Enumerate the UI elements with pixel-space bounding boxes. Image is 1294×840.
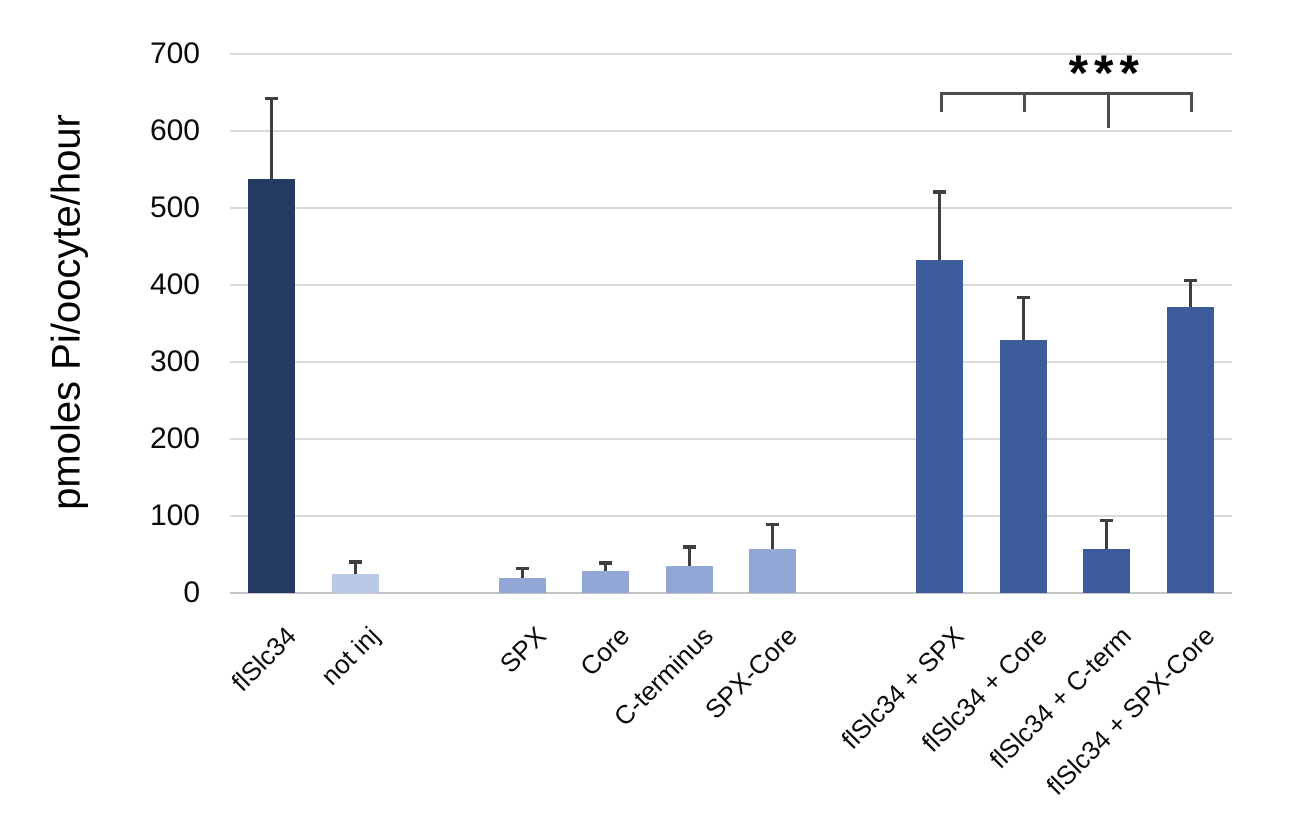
bar-flslc34-spx xyxy=(916,260,964,593)
gridline xyxy=(230,130,1232,132)
significance-stars: *** xyxy=(1068,45,1145,101)
error-bar xyxy=(687,546,691,567)
gridline xyxy=(230,53,1232,55)
significance-bracket xyxy=(939,92,1194,95)
bar-c-terminus xyxy=(665,566,713,593)
error-bar-cap xyxy=(1183,278,1197,283)
significance-bracket-tick xyxy=(939,92,943,112)
bar-core xyxy=(582,571,630,593)
x-tick-label: flSlc34 xyxy=(225,620,302,697)
error-bar xyxy=(1021,297,1025,341)
x-axis-line xyxy=(230,592,1232,594)
y-tick-label: 700 xyxy=(149,37,200,70)
error-bar-cap xyxy=(1100,518,1114,523)
bar-flslc34-spx-core xyxy=(1166,307,1214,593)
gridline xyxy=(230,207,1232,209)
error-bar xyxy=(520,568,524,578)
gridline xyxy=(230,284,1232,286)
error-bar xyxy=(771,524,775,550)
error-bar-cap xyxy=(265,96,279,101)
y-tick-label: 500 xyxy=(149,191,200,224)
error-bar xyxy=(938,191,942,261)
error-bar xyxy=(604,562,608,572)
error-bar xyxy=(1188,280,1192,308)
x-tick-label: SPX xyxy=(494,620,553,679)
bar-flslc34 xyxy=(248,178,296,593)
x-tick-label: Core xyxy=(574,620,636,682)
error-bar-cap xyxy=(766,522,780,527)
significance-bracket-tick xyxy=(1190,92,1194,112)
error-bar xyxy=(270,98,274,179)
bar-flslc34-core xyxy=(999,340,1047,593)
error-bar-cap xyxy=(1016,295,1030,300)
x-tick-label: not inj xyxy=(314,620,386,691)
y-tick-label: 100 xyxy=(149,499,200,532)
error-bar-cap xyxy=(348,560,362,564)
gridline xyxy=(230,515,1232,517)
y-tick-label: 400 xyxy=(149,268,200,301)
error-bar-cap xyxy=(599,561,613,565)
y-tick-label: 200 xyxy=(149,422,200,455)
bar-flslc34-c-term xyxy=(1083,549,1131,593)
y-tick-label: 600 xyxy=(149,114,200,147)
y-tick-label: 300 xyxy=(149,345,200,378)
bar-spx-core xyxy=(749,549,797,593)
error-bar-cap xyxy=(682,545,696,549)
y-tick-label: 0 xyxy=(183,576,200,609)
error-bar-cap xyxy=(933,190,947,194)
gridline xyxy=(230,438,1232,440)
error-bar xyxy=(1105,520,1109,550)
bar-spx xyxy=(498,577,546,593)
gridline xyxy=(230,361,1232,363)
significance-bracket-tick xyxy=(1106,92,1110,128)
error-bar xyxy=(353,562,357,574)
bar-not-inj xyxy=(331,573,379,593)
error-bar-cap xyxy=(515,566,529,571)
significance-bracket-tick xyxy=(1023,92,1027,112)
